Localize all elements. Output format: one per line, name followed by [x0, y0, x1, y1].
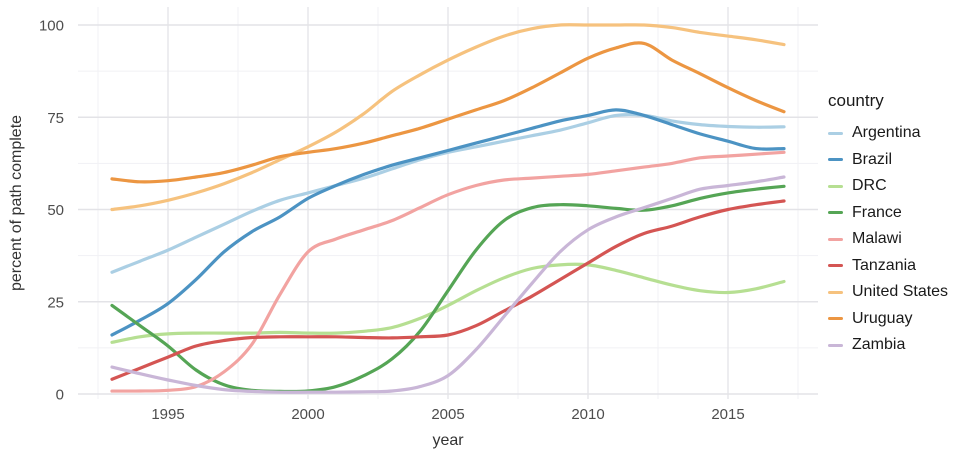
legend-item-malawi: Malawi	[828, 226, 948, 253]
y-tick-label: 0	[56, 387, 64, 404]
legend-item-united-states: United States	[828, 279, 948, 306]
series-line-united-states	[110, 23, 786, 212]
legend-label-zambia: Zambia	[852, 336, 906, 354]
legend-item-argentina: Argentina	[828, 120, 948, 147]
series-line-brazil	[110, 108, 786, 337]
series-line-france	[110, 184, 786, 394]
y-tick-label: 100	[39, 18, 64, 35]
legend-label-united-states: United States	[852, 283, 949, 301]
y-axis-title: percent of path complete	[8, 114, 25, 292]
x-tick-label: 2005	[431, 406, 464, 423]
legend-swatch-uruguay	[828, 317, 843, 321]
y-tick-label: 50	[47, 202, 64, 219]
legend-item-drc: DRC	[828, 173, 948, 200]
y-tick-label: 25	[47, 294, 64, 311]
series-line-malawi	[110, 150, 786, 393]
x-tick-label: 2015	[711, 406, 744, 423]
x-tick-label: 1995	[151, 406, 184, 423]
legend: country Argentina Brazil DRC France Malawi Ta…	[828, 91, 948, 359]
x-tick-label: 2000	[291, 406, 324, 423]
legend-swatch-drc	[828, 184, 843, 188]
legend-label-malawi: Malawi	[852, 230, 902, 248]
legend-title: country	[828, 91, 884, 110]
legend-label-tanzania: Tanzania	[852, 256, 917, 274]
series-line-uruguay	[110, 41, 786, 184]
legend-swatch-france	[828, 211, 843, 215]
legend-label-drc: DRC	[852, 177, 887, 195]
legend-label-argentina: Argentina	[852, 124, 921, 142]
legend-swatch-brazil	[828, 158, 843, 162]
legend-item-brazil: Brazil	[828, 147, 948, 174]
y-tick-label: 75	[47, 110, 64, 127]
legend-label-brazil: Brazil	[852, 150, 893, 168]
series-line-argentina	[110, 113, 786, 274]
legend-swatch-argentina	[828, 131, 843, 135]
x-tick-label: 2010	[571, 406, 604, 423]
series-line-tanzania	[110, 199, 786, 381]
x-axis-title: year	[432, 432, 464, 449]
legend-item-uruguay: Uruguay	[828, 306, 948, 333]
legend-label-uruguay: Uruguay	[852, 309, 913, 327]
legend-item-zambia: Zambia	[828, 332, 948, 359]
series-line-zambia	[110, 175, 786, 394]
legend-item-tanzania: Tanzania	[828, 253, 948, 280]
legend-label-france: France	[852, 203, 902, 221]
legend-swatch-united-states	[828, 290, 843, 294]
legend-swatch-zambia	[828, 343, 843, 347]
legend-swatch-malawi	[828, 237, 843, 241]
series-line-drc	[110, 262, 786, 344]
legend-swatch-tanzania	[828, 264, 843, 268]
legend-items: Argentina Brazil DRC France Malawi Tanzania Un…	[828, 120, 948, 359]
legend-item-france: France	[828, 200, 948, 227]
